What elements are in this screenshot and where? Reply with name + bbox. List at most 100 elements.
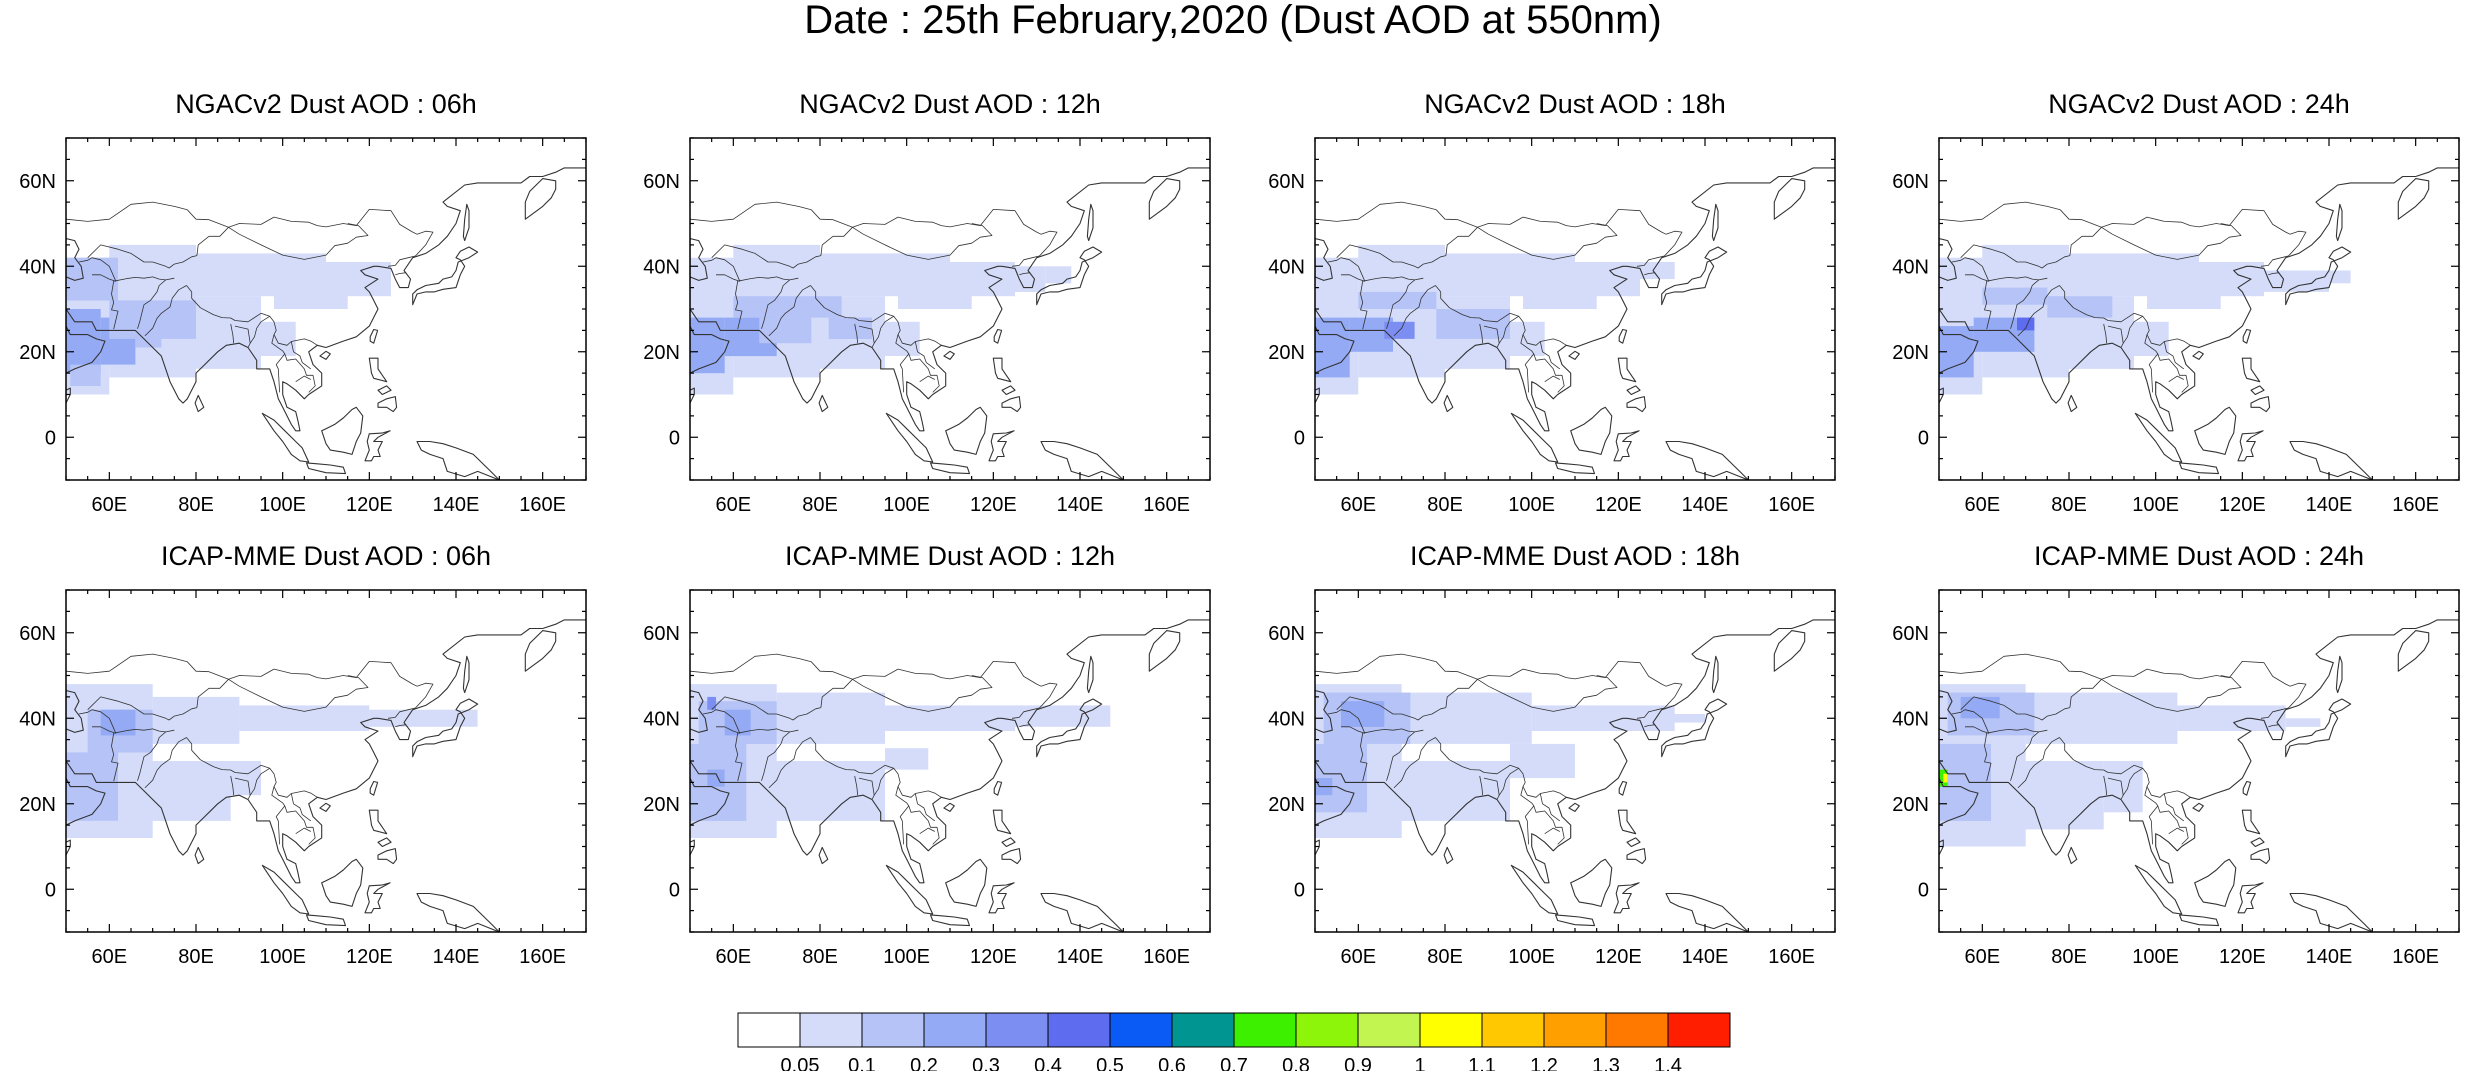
dust-aod-cell — [274, 287, 348, 309]
coastline-island — [1617, 809, 1637, 835]
coastline-island — [1554, 462, 1596, 475]
country-border — [2107, 777, 2124, 800]
country-border — [1386, 731, 1415, 781]
lon-tick-label: 140E — [1057, 946, 1104, 968]
lon-tick-label: 140E — [1682, 494, 1729, 516]
coastline-island — [462, 655, 470, 694]
country-border — [1315, 201, 1683, 257]
country-border — [711, 244, 821, 269]
coastline-island — [1613, 430, 1640, 462]
country-border — [87, 244, 197, 269]
coastline-island — [321, 858, 364, 907]
colorbar-swatch — [737, 1012, 801, 1048]
dust-aod-field — [66, 244, 391, 395]
country-border — [1479, 775, 1484, 796]
coastline-island — [945, 406, 988, 455]
colorbar-level-label: 1.1 — [1468, 1055, 1496, 1071]
country-border — [768, 737, 811, 789]
country-border — [1939, 201, 2307, 257]
country-border — [2010, 731, 2039, 781]
coastline — [66, 619, 586, 884]
dust-aod-cell — [109, 300, 196, 339]
country-border — [271, 786, 316, 845]
coastline-island — [194, 846, 205, 865]
lon-tick-label: 100E — [2132, 946, 2179, 968]
panel-title: ICAP-MME Dust AOD : 12h — [784, 541, 1116, 571]
colorbar-level-label: 0.05 — [781, 1055, 820, 1071]
colorbar-swatch — [1171, 1012, 1235, 1048]
lon-tick-label: 100E — [1508, 494, 1555, 516]
country-border — [1435, 285, 1567, 346]
coastline — [1315, 167, 1835, 432]
coastline-island — [261, 412, 310, 463]
lon-tick-label: 120E — [970, 494, 1017, 516]
country-border — [1636, 255, 1665, 267]
lon-tick-label: 160E — [2392, 494, 2439, 516]
coastline-island — [1443, 394, 1454, 413]
country-border — [702, 709, 741, 734]
coastline-island — [1086, 655, 1094, 694]
dust-aod-cell — [196, 296, 261, 369]
map-svg: 60N 40N 20N 0 60E 80E 100E 120E 140E 160E — [1892, 589, 2460, 968]
country-border — [234, 777, 251, 800]
lon-tick-label: 80E — [1427, 494, 1463, 516]
coastline-island — [1773, 178, 1806, 220]
lat-tick-label: 40N — [643, 256, 680, 278]
country-border — [144, 285, 187, 337]
coastline-island — [319, 350, 331, 360]
country-border — [2144, 786, 2189, 845]
lat-tick-label: 20N — [1268, 794, 1305, 816]
country-border — [873, 315, 894, 344]
lon-tick-label: 60E — [92, 946, 128, 968]
lat-tick-label: 0 — [45, 427, 56, 449]
colorbar-level-label: 0.3 — [972, 1055, 1000, 1071]
coastlines — [66, 167, 586, 480]
country-border — [2017, 285, 2060, 337]
country-border — [1019, 272, 1031, 276]
lon-tick-label: 60E — [716, 946, 752, 968]
coastline-island — [929, 462, 971, 475]
map-panel: NGACv2 Dust AOD : 18h 60N 40N 20N 0 60E 80E 100… — [1257, 88, 1847, 516]
country-border — [1327, 709, 1366, 734]
country-border — [1479, 323, 1484, 344]
country-border — [249, 767, 270, 796]
coastline-island — [1613, 882, 1640, 914]
coastline-island — [321, 406, 364, 455]
colorbar-level-label: 1.4 — [1654, 1055, 1682, 1071]
colorbar-level-label: 0.8 — [1282, 1055, 1310, 1071]
lat-tick-label: 40N — [19, 256, 56, 278]
country-border — [2069, 223, 2242, 260]
coastline-island — [2241, 357, 2261, 383]
lat-tick-label: 20N — [643, 794, 680, 816]
coastlines — [1939, 619, 2459, 932]
country-border — [111, 276, 175, 330]
coastline-island — [524, 630, 557, 672]
dust-aod-field — [1315, 684, 1705, 838]
lon-tick-label: 160E — [1143, 946, 1190, 968]
coastline-island — [1036, 698, 1103, 758]
coastline — [1939, 619, 2459, 884]
lat-tick-label: 20N — [19, 794, 56, 816]
dust-aod-cell — [217, 761, 261, 796]
coastline-island — [1939, 237, 1957, 281]
dust-aod-cell — [70, 364, 101, 386]
country-border — [768, 285, 811, 337]
map-svg: 60N 40N 20N 0 60E 80E 100E 120E 140E 160E — [643, 589, 1211, 968]
colorbar-swatch — [799, 1012, 863, 1048]
lon-tick-label: 60E — [1341, 946, 1377, 968]
coastline-island — [1711, 655, 1719, 694]
dust-aod-field — [1939, 684, 2321, 847]
lat-tick-label: 60N — [1268, 623, 1305, 645]
dust-aod-cell — [1510, 321, 1545, 356]
dust-aod-cell — [1982, 287, 2048, 305]
dust-aod-cell — [2134, 321, 2169, 356]
country-border — [387, 707, 416, 719]
lon-tick-label: 60E — [1965, 946, 2001, 968]
country-border — [2268, 272, 2280, 276]
country-border — [1544, 375, 1560, 383]
country-border — [761, 279, 790, 329]
coastline — [1315, 325, 1355, 374]
coastline-island — [1773, 630, 1806, 672]
country-border — [1011, 707, 1040, 719]
coastline-island — [377, 396, 398, 413]
